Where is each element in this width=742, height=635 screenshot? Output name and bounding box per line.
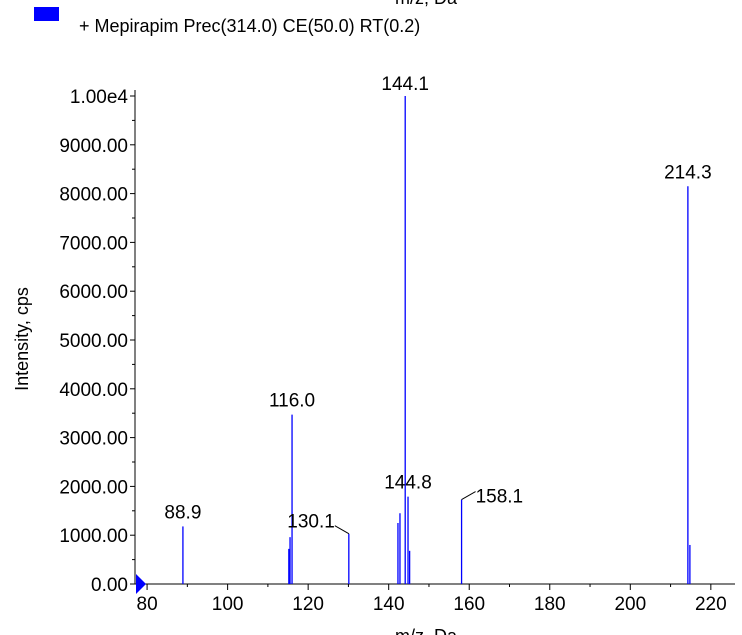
peak-label-leader — [461, 491, 476, 501]
legend-label: + Mepirapim Prec(314.0) CE(50.0) RT(0.2) — [79, 16, 420, 36]
y-tick-label: 1.00e4 — [70, 87, 129, 108]
y-tick-label: 6000.00 — [59, 282, 128, 303]
y-tick-label: 4000.00 — [59, 380, 128, 401]
y-tick-label: 5000.00 — [59, 331, 128, 352]
x-tick-label: 100 — [212, 594, 244, 615]
x-tick-label: 200 — [614, 594, 646, 615]
y-tick-label: 8000.00 — [59, 185, 128, 206]
y-tick-label: 1000.00 — [59, 526, 128, 547]
x-axis-title: m/z, Da — [395, 0, 458, 8]
peak-label: 144.1 — [381, 74, 429, 95]
y-tick-label: 9000.00 — [59, 136, 128, 157]
x-axis-title-bottom: m/z, Da — [395, 626, 458, 635]
x-tick-label: 120 — [292, 594, 324, 615]
x-tick-label: 160 — [453, 594, 485, 615]
x-tick-label: 220 — [695, 594, 727, 615]
y-tick-label: 2000.00 — [59, 477, 128, 498]
peak-label: 130.1 — [287, 512, 335, 533]
y-tick-label: 3000.00 — [59, 429, 128, 450]
x-tick-label: 80 — [137, 594, 158, 615]
precursor-marker-icon — [136, 574, 146, 594]
x-tick-label: 140 — [373, 594, 405, 615]
peak-label: 214.3 — [664, 162, 712, 183]
peak-label: 116.0 — [269, 391, 315, 412]
peak-label-leader — [334, 525, 350, 535]
y-axis-title: Intensity, cps — [12, 287, 32, 391]
peak-label: 88.9 — [164, 502, 201, 523]
x-tick-label: 180 — [534, 594, 566, 615]
y-tick-label: 0.00 — [91, 575, 128, 596]
legend-swatch — [34, 7, 59, 21]
y-tick-label: 7000.00 — [59, 233, 128, 254]
peak-label: 144.8 — [384, 473, 432, 494]
peak-label: 158.1 — [476, 487, 524, 508]
